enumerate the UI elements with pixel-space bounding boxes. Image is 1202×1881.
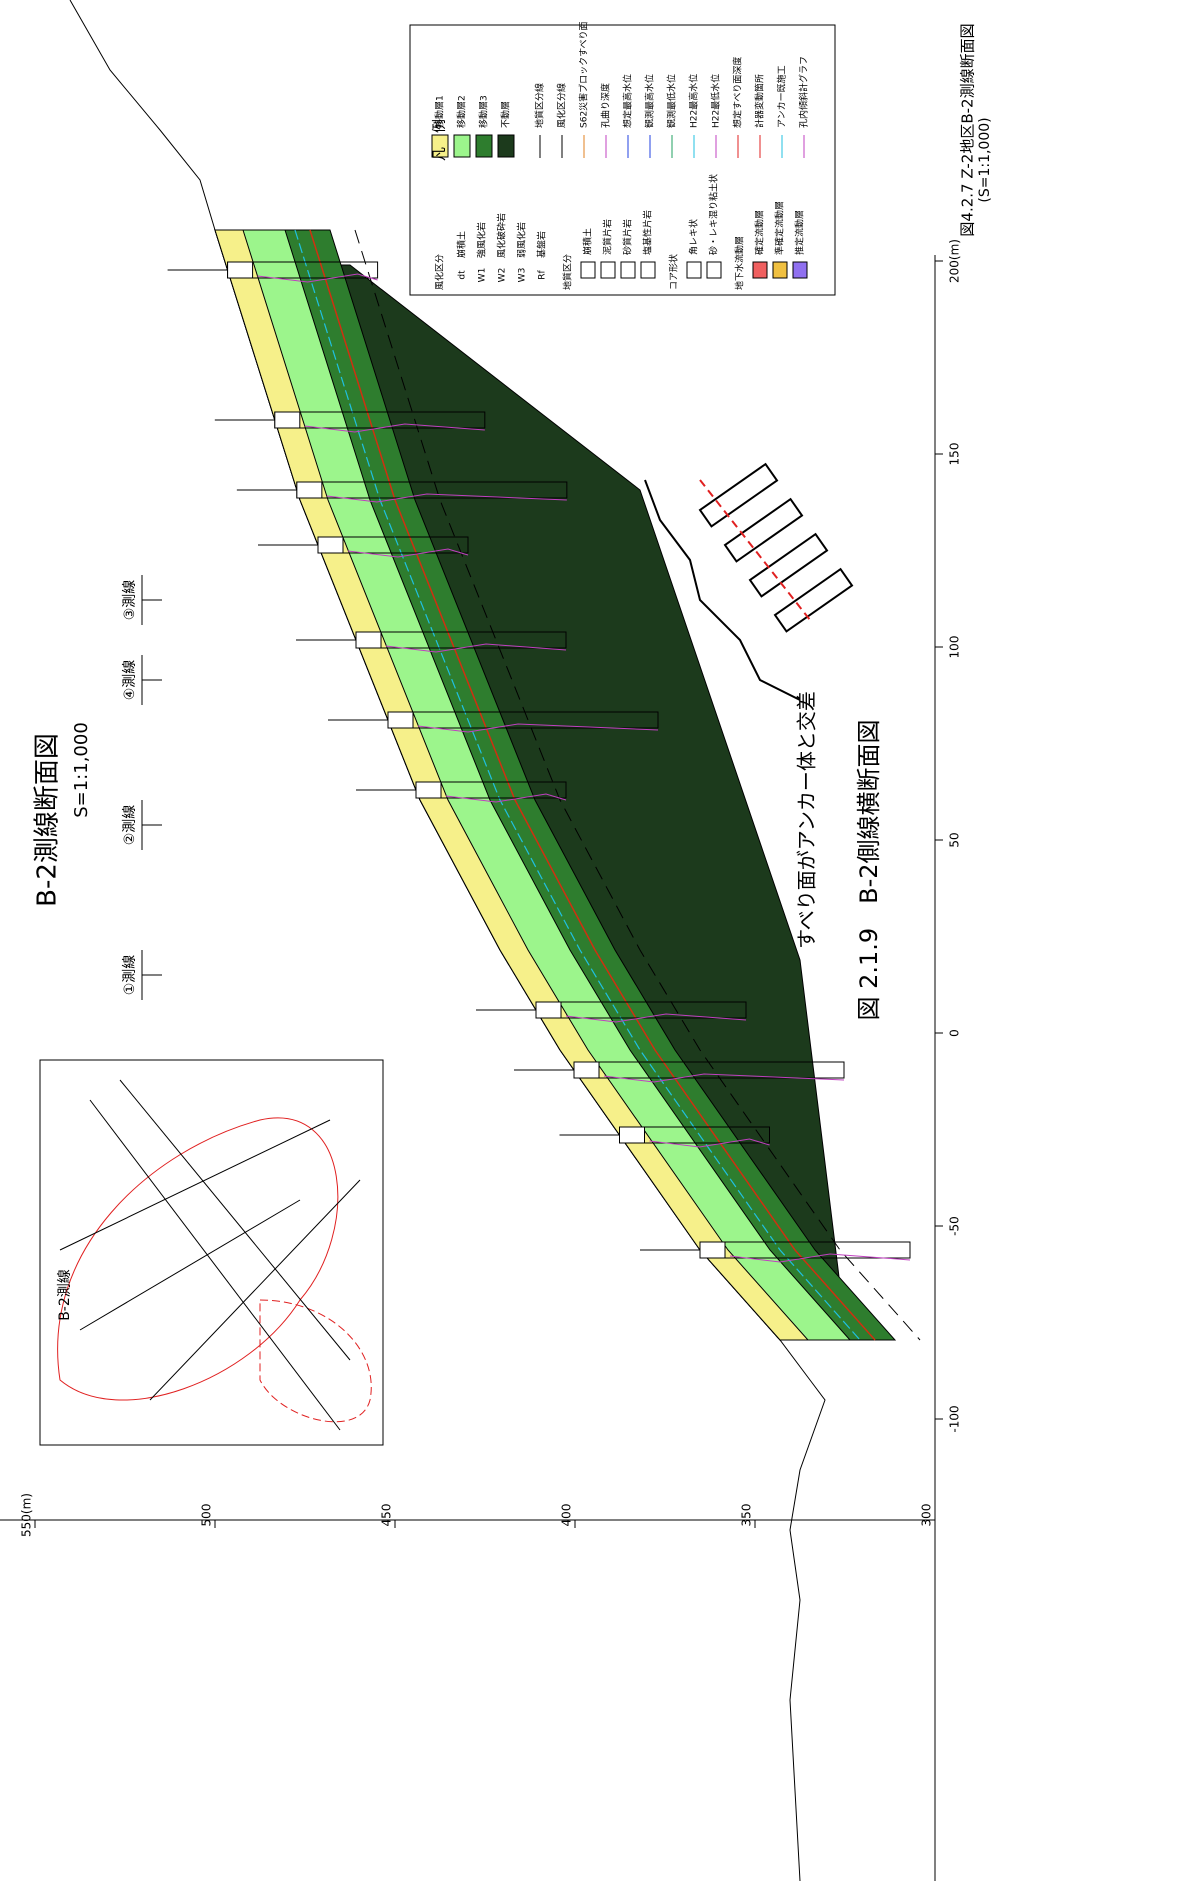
title: B-2測線断面図 xyxy=(33,733,63,907)
legend-item: 計器変動箇所 xyxy=(754,74,766,128)
legend-code: W1 xyxy=(478,268,488,283)
elevation-tick-label: 400 xyxy=(560,1504,574,1527)
document-caption: 図4.2.7 Z-2地区B-2測線断面図 xyxy=(959,23,977,236)
inset-map xyxy=(40,1060,383,1445)
legend-item: 風化破砕岩 xyxy=(496,213,508,258)
legend-header: 地質区分 xyxy=(562,254,574,290)
elevation-tick-label: 500 xyxy=(200,1504,214,1527)
scale: S=1:1,000 xyxy=(71,722,92,818)
section-line-label: ①測線 xyxy=(122,955,138,996)
legend-item: 基盤岩 xyxy=(536,231,548,258)
legend-item: 孔曲り深度 xyxy=(600,83,612,128)
legend-item: アンカー既施工 xyxy=(776,65,788,128)
legend-item: 崩積土 xyxy=(456,231,468,258)
legend-code: W2 xyxy=(498,268,508,283)
section-line-label: ④測線 xyxy=(122,660,138,701)
legend-item: 角レキ状 xyxy=(688,219,700,255)
legend-item: H22最低水位 xyxy=(710,74,722,128)
legend-item: 泥質片岩 xyxy=(602,219,614,255)
borehole-core xyxy=(574,1062,599,1078)
legend-item: 地質区分線 xyxy=(534,83,546,128)
legend-header: 風化区分 xyxy=(434,254,446,290)
document-scale: (S=1:1,000) xyxy=(977,117,993,202)
legend-item: 移動層3 xyxy=(478,95,490,128)
legend-item: 推定流動層 xyxy=(794,210,806,255)
distance-tick-label: 0 xyxy=(948,1029,962,1037)
borehole-core xyxy=(700,1242,725,1258)
distance-tick-label: 150 xyxy=(948,443,962,466)
distance-tick-label: 50 xyxy=(948,832,962,847)
borehole-core xyxy=(620,1127,645,1143)
legend-symbol xyxy=(601,262,615,278)
legend-item: 移動層1 xyxy=(434,95,446,128)
elevation-tick-label: 350 xyxy=(740,1504,754,1527)
annotation: すべり面がアンカー体と交差 xyxy=(795,691,819,949)
legend-header: 地下水流動層 xyxy=(734,236,746,290)
legend-item: 不動層 xyxy=(501,101,512,128)
legend-item: 準確定流動層 xyxy=(774,201,786,255)
distance-tick-label: -100 xyxy=(948,1405,962,1432)
legend-symbol xyxy=(753,262,767,278)
legend-symbol xyxy=(687,262,701,278)
figure-caption: 図 2.1.9 B-2側線横断面図 xyxy=(855,719,883,1020)
legend-swatch xyxy=(454,135,470,157)
legend-swatch xyxy=(476,135,492,157)
legend-frame xyxy=(410,25,835,295)
legend-item: 観測最低水位 xyxy=(666,74,678,128)
legend-item: 想定すべり面深度 xyxy=(732,57,744,128)
borehole-core xyxy=(297,482,322,498)
distance-tick-label: 100 xyxy=(948,636,962,659)
legend-code: W3 xyxy=(518,268,528,283)
legend-code: dt xyxy=(458,270,468,280)
legend-symbol xyxy=(641,262,655,278)
drawing: 300 350 400 450 500 550(m) -100 -50 0 50 100 150 200… xyxy=(0,0,1202,1881)
legend-symbol xyxy=(621,262,635,278)
elevation-tick-label: 450 xyxy=(380,1504,394,1527)
borehole-core xyxy=(388,712,413,728)
borehole-core xyxy=(318,537,343,553)
legend-item: 弱風化岩 xyxy=(516,222,528,258)
legend-swatch xyxy=(498,135,514,157)
borehole-core xyxy=(356,632,381,648)
borehole-core xyxy=(228,262,253,278)
legend-code: Rf xyxy=(538,269,548,279)
elevation-tick-label: 300 xyxy=(920,1504,934,1527)
legend-symbol xyxy=(793,262,807,278)
distance-tick-label: -50 xyxy=(948,1216,962,1236)
legend-symbol xyxy=(773,262,787,278)
inset-label: B-2測線 xyxy=(57,1269,73,1321)
borehole-core xyxy=(536,1002,561,1018)
legend-item: 砂・レキ混り粘土状 xyxy=(708,174,720,255)
legend-item: S62災害ブロックすべり面 xyxy=(578,21,590,128)
legend-item: 砂質片岩 xyxy=(622,219,634,255)
legend-header: コア形状 xyxy=(668,254,680,290)
distance-tick-label: 200(m) xyxy=(948,239,962,283)
legend-symbol xyxy=(707,262,721,278)
legend-item: 移動層2 xyxy=(456,95,468,128)
borehole-core xyxy=(275,412,300,428)
legend-symbol xyxy=(581,262,595,278)
borehole-core xyxy=(416,782,441,798)
legend-item: 確定流動層 xyxy=(754,210,766,255)
elevation-tick-label: 550(m) xyxy=(20,1493,34,1537)
legend-item: 強風化岩 xyxy=(476,222,488,258)
section-line-label: ③測線 xyxy=(122,580,138,621)
section-line-label: ②測線 xyxy=(122,805,138,846)
legend-item: H22最高水位 xyxy=(688,74,700,128)
legend-item: 想定最高水位 xyxy=(622,74,634,128)
legend-item: 塩基性片岩 xyxy=(642,210,654,255)
legend-item: 風化区分線 xyxy=(556,83,568,128)
legend-item: 観測最高水位 xyxy=(644,74,656,128)
legend-item: 崩積土 xyxy=(582,228,594,255)
legend-item: 孔内傾斜計グラフ xyxy=(798,56,810,128)
